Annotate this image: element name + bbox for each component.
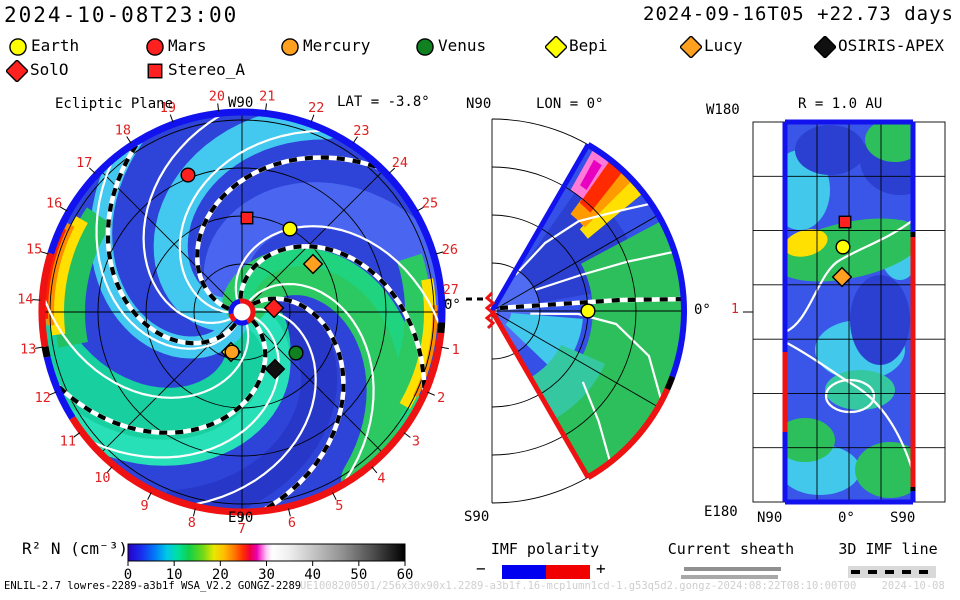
lat-label: LAT = -3.8° <box>337 94 430 110</box>
day-number: 19 <box>160 100 176 116</box>
day-number: 23 <box>353 123 369 139</box>
day-number: 7 <box>238 521 246 537</box>
bepi-marker-icon <box>545 36 567 58</box>
n90-label: N90 <box>466 96 492 112</box>
day-number: 6 <box>288 515 296 531</box>
day-number: 26 <box>442 242 458 258</box>
map-s90-label: S90 <box>890 510 916 526</box>
legend-label-earth: Earth <box>31 36 80 55</box>
day-number: 12 <box>35 390 51 406</box>
venus-marker-icon <box>416 38 434 56</box>
colorbar-tick: 0 <box>124 567 132 583</box>
middle-panel-markers <box>580 303 596 319</box>
s90-label: S90 <box>464 509 490 525</box>
mercury-marker-icon <box>281 38 299 56</box>
day-number: 24 <box>392 155 408 171</box>
day-number: 10 <box>94 470 110 486</box>
colorbar-tick: 50 <box>350 567 367 583</box>
legend-label-lucy: Lucy <box>704 36 743 55</box>
day-number: 4 <box>377 470 385 486</box>
dial-zero-degree-label: 0° <box>444 297 461 313</box>
left-panel-markers <box>180 167 324 380</box>
day-number: 18 <box>115 123 131 139</box>
osiris-apex-marker-icon <box>814 36 836 58</box>
day-27-label: 27 <box>443 283 459 298</box>
e90-label: E90 <box>228 510 254 526</box>
mars-marker-icon <box>146 38 164 56</box>
day-number: 14 <box>17 291 33 307</box>
colorbar-tick: 30 <box>258 567 275 583</box>
day-number: 15 <box>26 242 42 258</box>
right-panel-markers <box>831 215 853 288</box>
earth-marker-icon <box>9 38 27 56</box>
e180-label: E180 <box>704 504 738 520</box>
day-number: 25 <box>422 196 438 212</box>
legend-label-mars: Mars <box>168 36 207 55</box>
current-sheath-label: Current sheath <box>667 540 795 558</box>
w180-label: W180 <box>706 102 740 118</box>
day-number: 8 <box>188 515 196 531</box>
lucy-marker-icon <box>680 36 702 58</box>
legend-label-venus: Venus <box>438 36 487 55</box>
imf-minus-sign: − <box>476 559 486 578</box>
imf-line-label: 3D IMF line <box>838 540 938 558</box>
timestamp-start-elapsed: 2024-09-16T05 +22.73 days <box>643 3 954 25</box>
timestamp-current: 2024-10-08T23:00 <box>4 3 239 27</box>
colorbar-tick: 60 <box>397 567 414 583</box>
day-number: 21 <box>259 88 275 104</box>
imf-polarity-label: IMF polarity <box>490 540 600 558</box>
day-number: 9 <box>140 498 148 514</box>
day-number: 16 <box>46 195 62 211</box>
colorbar-label: R² N (cm⁻³) <box>22 539 128 558</box>
legend-label-mercury: Mercury <box>303 36 371 55</box>
wedge-zero-degree-label: 0° <box>694 302 711 318</box>
legend-label-stereo-a: Stereo_A <box>168 60 246 79</box>
colorbar-tick: 20 <box>212 567 229 583</box>
imf-plus-sign: + <box>596 559 606 578</box>
run-id-watermark: UE1008200501/256x30x90x1.2289-a3b1f.16-m… <box>300 580 945 592</box>
day-number: 22 <box>308 100 324 116</box>
ecliptic-plane-title: Ecliptic Plane <box>55 96 174 112</box>
map-day-1-label: 1 <box>731 302 739 317</box>
legend-label-bepi: Bepi <box>569 36 608 55</box>
day-number: 11 <box>60 433 76 449</box>
sun-glyph <box>228 298 256 326</box>
colorbar-tick: 10 <box>166 567 183 583</box>
day-number: 20 <box>209 88 225 104</box>
day-number: 17 <box>76 155 92 171</box>
day-number: 2 <box>437 390 445 406</box>
imf-positive-swatch <box>546 565 590 579</box>
ecliptic-plane-field <box>43 113 441 511</box>
legend-label-osiris-apex: OSIRIS-APEX <box>838 36 944 55</box>
map-grid <box>752 121 946 503</box>
colorbar-tick: 40 <box>304 567 321 583</box>
imf-negative-swatch <box>502 565 546 579</box>
day-number: 5 <box>335 498 343 514</box>
lon-title: LON = 0° <box>536 96 604 112</box>
day-number: 3 <box>412 434 420 450</box>
stereo-a-marker-icon <box>147 63 163 79</box>
map-n90-label: N90 <box>757 510 783 526</box>
w90-label: W90 <box>228 95 254 111</box>
legend-label-solo: SolO <box>30 60 69 79</box>
solo-marker-icon <box>6 60 28 82</box>
day-number: 1 <box>452 342 460 358</box>
map-zero-label: 0° <box>838 510 855 526</box>
model-version-text: ENLIL-2.7 lowres-2289-a3b1f WSA_V2.2 GON… <box>4 580 302 592</box>
colorbar <box>127 543 406 562</box>
day-number: 13 <box>20 342 36 358</box>
r-1au-title: R = 1.0 AU <box>798 96 883 112</box>
current-sheath-swatch <box>684 567 781 571</box>
